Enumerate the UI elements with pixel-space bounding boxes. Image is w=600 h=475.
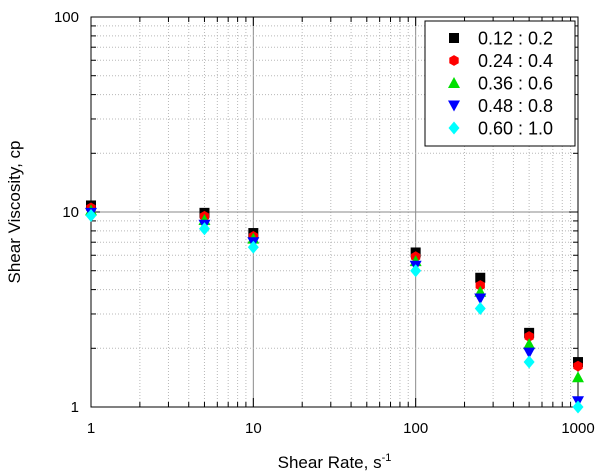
legend-label: 0.48 : 0.8 <box>478 96 553 116</box>
x-tick-label: 10 <box>245 420 262 437</box>
data-point <box>523 355 535 369</box>
x-tick-label: 1000 <box>561 420 594 437</box>
legend-item: 0.60 : 1.0 <box>448 119 553 139</box>
data-point <box>474 293 487 305</box>
x-tick-label: 1 <box>87 420 95 437</box>
data-points <box>85 200 584 414</box>
data-point <box>523 338 536 350</box>
data-point <box>410 264 422 278</box>
legend-marker <box>449 33 459 43</box>
legend-marker <box>448 100 460 112</box>
data-point <box>198 222 210 236</box>
legend-marker <box>448 121 460 135</box>
legend-label: 0.24 : 0.4 <box>478 51 553 71</box>
data-point <box>572 400 584 414</box>
x-axis-title: Shear Rate, s-1 <box>278 452 392 472</box>
y-tick-label: 100 <box>54 9 79 26</box>
data-point <box>572 371 584 383</box>
x-tick-label: 100 <box>403 420 428 437</box>
data-point <box>523 347 536 359</box>
legend: 0.12 : 0.20.24 : 0.4 0.36 : 0.60.48 : 0.8… <box>424 20 576 147</box>
legend-label: 0.36 : 0.6 <box>478 74 553 94</box>
y-tick-label: 10 <box>62 204 79 221</box>
legend-marker <box>448 77 460 88</box>
data-point <box>573 360 583 372</box>
data-point <box>247 240 259 254</box>
legend-label: 0.12 : 0.2 <box>478 29 553 49</box>
data-point <box>474 301 486 315</box>
legend-item: 0.12 : 0.2 <box>449 29 553 49</box>
tick-labels: 1 10 100 1000 1 10 100 <box>54 9 595 437</box>
data-point <box>475 280 485 291</box>
y-axis-title: Shear Viscosity, cp <box>5 141 24 284</box>
legend-item: 0.36 : 0.6 <box>448 74 553 94</box>
data-point <box>524 331 534 342</box>
x-axis-title-text: Shear Rate, s <box>278 453 382 472</box>
y-tick-label: 1 <box>71 399 79 416</box>
legend-item: 0.48 : 0.8 <box>448 96 553 116</box>
x-axis-title-exponent: -1 <box>382 452 392 464</box>
data-point <box>475 272 486 283</box>
series-5 <box>85 208 584 414</box>
legend-item: 0.24 : 0.4 <box>449 51 553 71</box>
legend-marker <box>449 55 459 66</box>
legend-label: 0.60 : 1.0 <box>478 119 553 139</box>
data-point <box>85 208 97 222</box>
